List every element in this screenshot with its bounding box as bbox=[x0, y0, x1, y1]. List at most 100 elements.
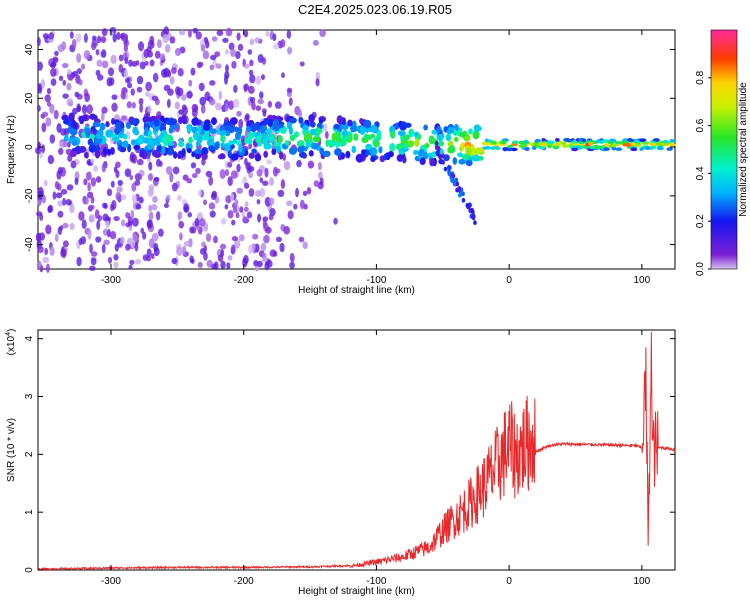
noise-cell bbox=[84, 92, 91, 103]
ridge-cell bbox=[302, 124, 309, 131]
spectrogram-panel: -300 -200 -100 0 100 40 20 0 -20 -40 Height of s… bbox=[6, 26, 676, 296]
noise-cell bbox=[111, 199, 117, 210]
noise-cell bbox=[216, 29, 224, 36]
ridge-cell bbox=[555, 141, 562, 146]
ridge-cell bbox=[466, 147, 472, 156]
ridge-cell bbox=[144, 126, 149, 136]
noise-cell bbox=[78, 211, 85, 221]
ridge-cell bbox=[453, 123, 459, 131]
noise-cell bbox=[249, 38, 255, 46]
noise-cell bbox=[53, 109, 59, 120]
ridge-cell bbox=[627, 137, 633, 142]
noise-cell bbox=[57, 44, 65, 53]
noise-cell bbox=[293, 203, 298, 210]
noise-cell bbox=[115, 170, 120, 178]
noise-cell bbox=[244, 113, 250, 121]
noise-cell bbox=[227, 210, 234, 219]
noise-cell bbox=[90, 177, 97, 187]
noise-cell bbox=[282, 153, 287, 161]
ridge-cell bbox=[572, 139, 577, 144]
y-tick-label: 40 bbox=[24, 44, 35, 56]
noise-cell bbox=[153, 176, 160, 182]
noise-cell bbox=[57, 166, 64, 174]
ridge-cell bbox=[359, 125, 366, 135]
ridge-cell bbox=[87, 138, 94, 146]
noise-cell bbox=[263, 234, 270, 244]
ridge-cell bbox=[153, 119, 160, 127]
ridge-cell bbox=[314, 127, 322, 136]
noise-cell bbox=[227, 161, 233, 168]
noise-cell bbox=[66, 184, 74, 191]
ridge-cell bbox=[611, 146, 617, 151]
noise-cell bbox=[115, 191, 122, 201]
ridge-cell bbox=[452, 130, 459, 136]
ridge-cell bbox=[347, 119, 353, 127]
noise-cell bbox=[91, 35, 97, 41]
noise-cell bbox=[95, 48, 100, 56]
noise-cell bbox=[54, 233, 59, 243]
noise-cell bbox=[313, 180, 320, 188]
ridge-cell bbox=[99, 122, 106, 131]
colorbar-tick-label: 0.0 bbox=[695, 262, 706, 276]
ridge-cell bbox=[201, 133, 210, 141]
noise-cell bbox=[101, 28, 108, 37]
noise-cell bbox=[200, 44, 206, 52]
ridge-cell bbox=[197, 126, 202, 134]
ridge-cell bbox=[639, 138, 647, 142]
ridge-cell bbox=[132, 126, 139, 135]
ridge-cell bbox=[228, 126, 234, 134]
noise-cell bbox=[126, 101, 132, 109]
snr-y-exponent: (x104) bbox=[5, 329, 17, 356]
noise-cell bbox=[128, 225, 133, 232]
noise-cell bbox=[186, 90, 193, 99]
ridge-cell bbox=[250, 123, 257, 133]
ridge-cell bbox=[341, 137, 347, 144]
noise-cell bbox=[124, 57, 129, 65]
branch-cell bbox=[451, 173, 456, 179]
noise-cell bbox=[74, 91, 80, 98]
branch-cell bbox=[473, 220, 477, 226]
noise-cell bbox=[72, 107, 78, 115]
ridge-cell bbox=[588, 145, 597, 150]
noise-cell bbox=[182, 106, 188, 116]
noise-cell bbox=[277, 189, 285, 198]
ridge-cell bbox=[398, 142, 406, 149]
noise-cell bbox=[158, 53, 166, 60]
ridge-cell bbox=[169, 118, 178, 125]
noise-cell bbox=[101, 106, 108, 114]
noise-cell bbox=[134, 258, 142, 265]
noise-cell bbox=[101, 163, 107, 173]
noise-cell bbox=[177, 194, 182, 201]
ridge-cell bbox=[367, 134, 373, 141]
noise-cell bbox=[255, 75, 262, 86]
spectrogram-y-ticks: 40 20 0 -20 -40 bbox=[24, 44, 675, 252]
noise-cell bbox=[236, 163, 241, 173]
noise-cell bbox=[234, 199, 239, 207]
ridge-cell bbox=[583, 145, 589, 150]
noise-cell bbox=[129, 154, 136, 163]
noise-cell bbox=[85, 171, 92, 181]
noise-cell bbox=[147, 173, 154, 182]
noise-cell bbox=[242, 257, 248, 268]
ridge-cell bbox=[484, 141, 491, 146]
ridge-cell bbox=[461, 154, 470, 160]
noise-cell bbox=[295, 187, 299, 198]
noise-cell bbox=[45, 224, 52, 235]
noise-cell bbox=[88, 265, 96, 271]
ridge-cell bbox=[484, 138, 489, 143]
noise-cell bbox=[333, 217, 338, 225]
snr-y-label: SNR (10 * v/v) bbox=[6, 418, 17, 482]
noise-cell bbox=[181, 94, 187, 101]
noise-cell bbox=[256, 169, 263, 177]
noise-cell bbox=[123, 44, 129, 52]
noise-cell bbox=[49, 246, 55, 256]
noise-cell bbox=[188, 29, 192, 38]
noise-cell bbox=[319, 177, 324, 186]
noise-cell bbox=[137, 173, 143, 181]
ridge-cell bbox=[666, 147, 673, 151]
noise-cell bbox=[75, 33, 82, 43]
ridge-cell bbox=[220, 142, 226, 148]
ridge-cell bbox=[177, 116, 184, 125]
noise-cell bbox=[124, 168, 132, 177]
noise-cell bbox=[208, 98, 216, 106]
